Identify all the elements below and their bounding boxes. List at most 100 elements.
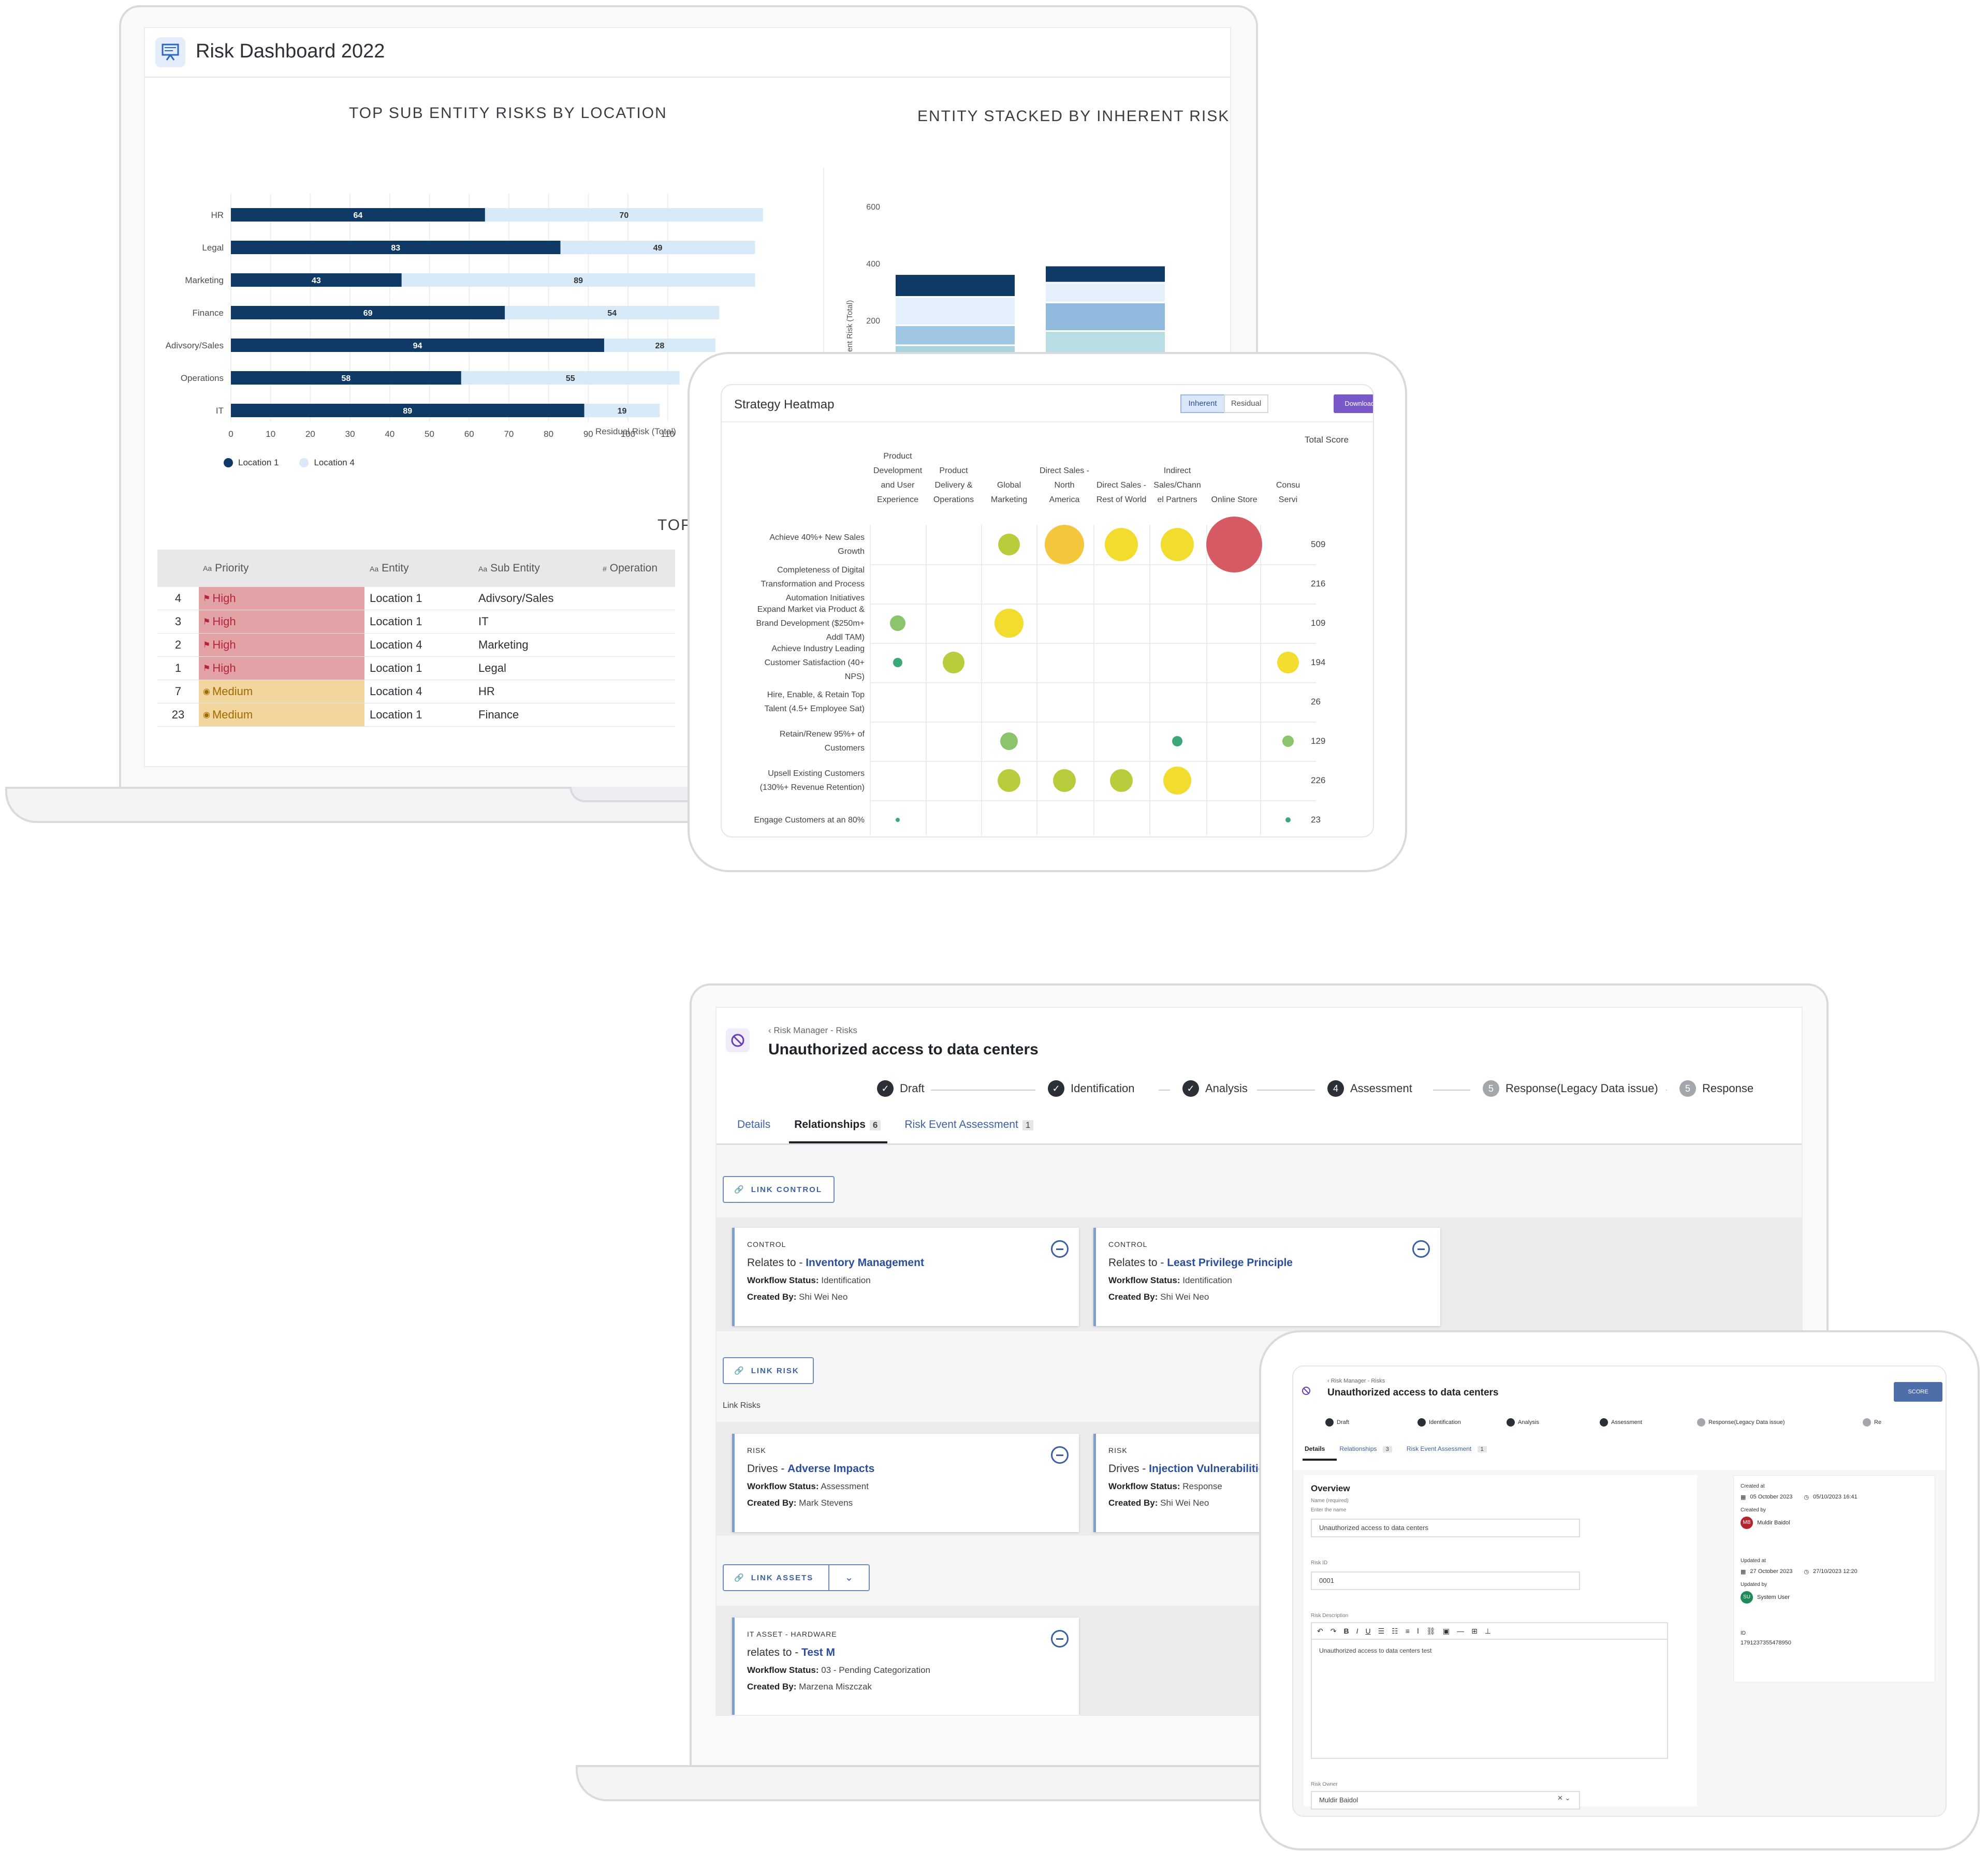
tab-risk-event-assessment[interactable]: Risk Event Assessment 1 (904, 1119, 1034, 1131)
heatmap-bubble[interactable] (1282, 736, 1294, 747)
underline-icon[interactable]: U (1365, 1627, 1371, 1635)
workflow-step[interactable]: ✓ Analysis (1182, 1080, 1248, 1097)
tab-relationships[interactable]: Relationships 6 (794, 1119, 881, 1131)
remove-icon[interactable] (1051, 1240, 1069, 1258)
heatmap-bubble[interactable] (1161, 528, 1194, 561)
breadcrumb[interactable]: ‹ Risk Manager - Risks (1327, 1378, 1385, 1384)
asset-card[interactable]: IT ASSET - HARDWARE relates to - Test M … (732, 1618, 1079, 1715)
table-row[interactable]: 4 ⚑ High Location 1 Adivsory/Sales (157, 587, 675, 610)
related-item-link[interactable]: Injection Vulnerabilitie (1149, 1463, 1265, 1475)
table-icon[interactable]: ⊞ (1471, 1626, 1478, 1635)
link-icon[interactable]: ⛓ (1426, 1626, 1436, 1635)
undo-icon[interactable]: ↶ (1317, 1626, 1323, 1635)
redo-icon[interactable]: ↷ (1330, 1626, 1337, 1635)
heatmap-bubble[interactable] (995, 609, 1024, 638)
grid-line (1206, 525, 1207, 835)
risk-detail-screen: ‹ Risk Manager - Risks Unauthorized acce… (1292, 1365, 1947, 1817)
heatmap-bubble[interactable] (896, 818, 900, 822)
bullet-list-icon[interactable]: ☰ (1378, 1626, 1385, 1635)
card-relation: Drives - Injection Vulnerabilitie (1108, 1463, 1428, 1475)
heatmap-bubble[interactable] (998, 769, 1020, 792)
row-total-score: 226 (1311, 775, 1326, 785)
related-item-link[interactable]: Inventory Management (806, 1257, 924, 1269)
heatmap-bubble[interactable] (943, 652, 964, 673)
heatmap-bubble[interactable] (893, 658, 902, 667)
heatmap-bubble[interactable] (1053, 769, 1076, 792)
column-header[interactable]: Priority (215, 562, 249, 574)
link-control-button[interactable]: 🔗 LINK CONTROL (723, 1176, 835, 1203)
row-label: Retain/Renew 95%+ of Customers (730, 727, 865, 755)
control-card[interactable]: CONTROL Relates to - Least Privilege Prin… (1093, 1228, 1440, 1326)
risk-owner-select[interactable]: Muldir Baidol (1311, 1791, 1580, 1810)
tab-risk-event-assessment[interactable]: Risk Event Assessment 1 (1407, 1445, 1487, 1452)
entity-cell: Location 4 (370, 685, 422, 698)
table-row[interactable]: 1 ⚑ High Location 1 Legal (157, 657, 675, 680)
pin-icon[interactable]: ⊥ (1484, 1626, 1491, 1635)
horizontal-rule-icon[interactable]: — (1457, 1627, 1465, 1635)
image-icon[interactable]: ▣ (1442, 1626, 1450, 1635)
bar-chart-legend: Location 1 Location 4 (224, 458, 355, 468)
download-pdf-button[interactable]: Download .pdf (1334, 394, 1373, 413)
workflow-step[interactable]: Draft (1325, 1418, 1349, 1427)
workflow-step[interactable]: ✓ Identification (1048, 1080, 1135, 1097)
heatmap-bubble[interactable] (998, 534, 1020, 555)
description-editor[interactable]: Unauthorized access to data centers test (1311, 1640, 1668, 1759)
table-row[interactable]: 2 ⚑ High Location 4 Marketing (157, 634, 675, 657)
remove-icon[interactable] (1051, 1630, 1069, 1648)
column-header[interactable]: Operation (609, 562, 658, 574)
heatmap-bubble[interactable] (1000, 732, 1018, 750)
workflow-step[interactable]: ✓ Draft (877, 1080, 925, 1097)
control-card[interactable]: CONTROL Relates to - Inventory Management… (732, 1228, 1079, 1326)
tab-details[interactable]: Details (1305, 1445, 1325, 1452)
link-risk-button[interactable]: 🔗 LINK RISK (723, 1357, 814, 1384)
numbered-list-icon[interactable]: ☷ (1392, 1626, 1398, 1635)
heatmap-bubble[interactable] (1163, 767, 1191, 795)
card-kind: RISK (747, 1446, 766, 1454)
workflow-step[interactable]: 4 Assessment (1327, 1080, 1412, 1097)
calendar-icon: ▦ (1741, 1569, 1746, 1575)
remove-icon[interactable] (1051, 1446, 1069, 1464)
workflow-step[interactable]: Re (1863, 1418, 1881, 1427)
name-input[interactable]: Unauthorized access to data centers (1311, 1519, 1580, 1537)
heatmap-bubble[interactable] (1110, 769, 1133, 792)
table-row[interactable]: 3 ⚑ High Location 1 IT (157, 610, 675, 634)
chevron-down-icon[interactable]: ⌄ (828, 1564, 870, 1591)
workflow-step[interactable]: Response(Legacy Data issue) (1697, 1418, 1785, 1427)
table-row[interactable]: 23 ◉ Medium Location 1 Finance (157, 703, 675, 727)
risk-id-input[interactable]: 0001 (1311, 1571, 1580, 1590)
tab-relationships[interactable]: Relationships 3 (1339, 1445, 1392, 1452)
workflow-step[interactable]: Identification (1417, 1418, 1461, 1427)
workflow-step[interactable]: Assessment (1600, 1418, 1642, 1427)
related-item-link[interactable]: Least Privilege Principle (1167, 1257, 1293, 1269)
clear-icon[interactable]: ✕ ⌄ (1557, 1794, 1571, 1802)
italic-icon[interactable]: I (1356, 1627, 1358, 1635)
workflow-step[interactable]: 5 Response(Legacy Data issue) (1483, 1080, 1658, 1097)
bold-icon[interactable]: B (1343, 1627, 1349, 1635)
link-assets-button[interactable]: 🔗 LINK ASSETS (723, 1564, 829, 1591)
score-button[interactable]: SCORE (1894, 1382, 1942, 1402)
card-status: Workflow Status: 03 - Pending Categoriza… (747, 1665, 1066, 1675)
indent-icon[interactable]: ≡ (1405, 1627, 1410, 1635)
heatmap-bubble[interactable] (1206, 517, 1262, 572)
heatmap-bubble[interactable] (1277, 652, 1299, 673)
column-header[interactable]: Entity (382, 562, 409, 574)
related-item-link[interactable]: Adverse Impacts (787, 1463, 875, 1475)
heatmap-bubble[interactable] (1105, 528, 1138, 561)
tab-details[interactable]: Details (737, 1119, 771, 1130)
toggle-residual[interactable]: Residual (1224, 394, 1268, 413)
clear-format-icon[interactable]: Ⅰ (1416, 1626, 1420, 1635)
heatmap-bubble[interactable] (1285, 817, 1291, 822)
workflow-step[interactable]: Analysis (1507, 1418, 1539, 1427)
risk-card[interactable]: RISK Drives - Adverse Impacts Workflow Sta… (732, 1434, 1079, 1532)
heatmap-bubble[interactable] (1045, 525, 1084, 564)
remove-icon[interactable] (1412, 1240, 1430, 1258)
related-item-link[interactable]: Test M (801, 1647, 835, 1658)
heatmap-bubble[interactable] (1172, 736, 1182, 746)
workflow-step[interactable]: 5 Response (1679, 1080, 1753, 1097)
column-header[interactable]: Sub Entity (490, 562, 540, 574)
heatmap-bubble[interactable] (890, 615, 905, 631)
toggle-inherent[interactable]: Inherent (1180, 394, 1225, 413)
breadcrumb[interactable]: ‹ Risk Manager - Risks (768, 1025, 857, 1035)
stack-segment (1046, 266, 1165, 282)
table-row[interactable]: 7 ◉ Medium Location 4 HR (157, 680, 675, 703)
